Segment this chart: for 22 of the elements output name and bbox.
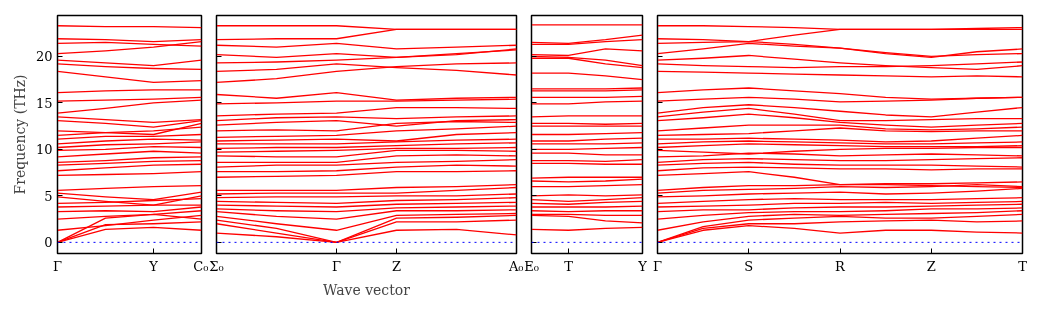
x-tick-label: Y — [637, 258, 648, 274]
x-axis-title: Wave vector — [323, 281, 411, 298]
x-tick-label: Z — [926, 258, 936, 274]
x-tick-label: C₀ — [193, 258, 209, 274]
x-tick-label: Y — [148, 258, 159, 274]
y-tick-label: 10 — [35, 142, 53, 158]
y-tick-label: 5 — [44, 188, 53, 204]
x-tick-label: S — [744, 258, 754, 274]
x-tick-label: Γ — [331, 258, 342, 274]
y-tick-label: 0 — [44, 235, 53, 251]
x-tick-label: R — [835, 258, 847, 274]
x-tick-label: Γ — [52, 258, 63, 274]
x-tick-label: A₀ — [507, 258, 524, 274]
y-tick-label: 20 — [35, 49, 53, 65]
x-tick-label: Σ₀ — [209, 258, 224, 274]
x-tick-label: T — [1018, 258, 1028, 274]
x-tick-label: Γ — [652, 258, 663, 274]
x-tick-label: Z — [391, 258, 402, 274]
y-tick-label: 15 — [35, 95, 53, 111]
y-axis-title: Frequency (THz) — [11, 74, 28, 195]
x-tick-label: E₀ — [524, 258, 539, 274]
x-tick-label: T — [564, 258, 574, 274]
